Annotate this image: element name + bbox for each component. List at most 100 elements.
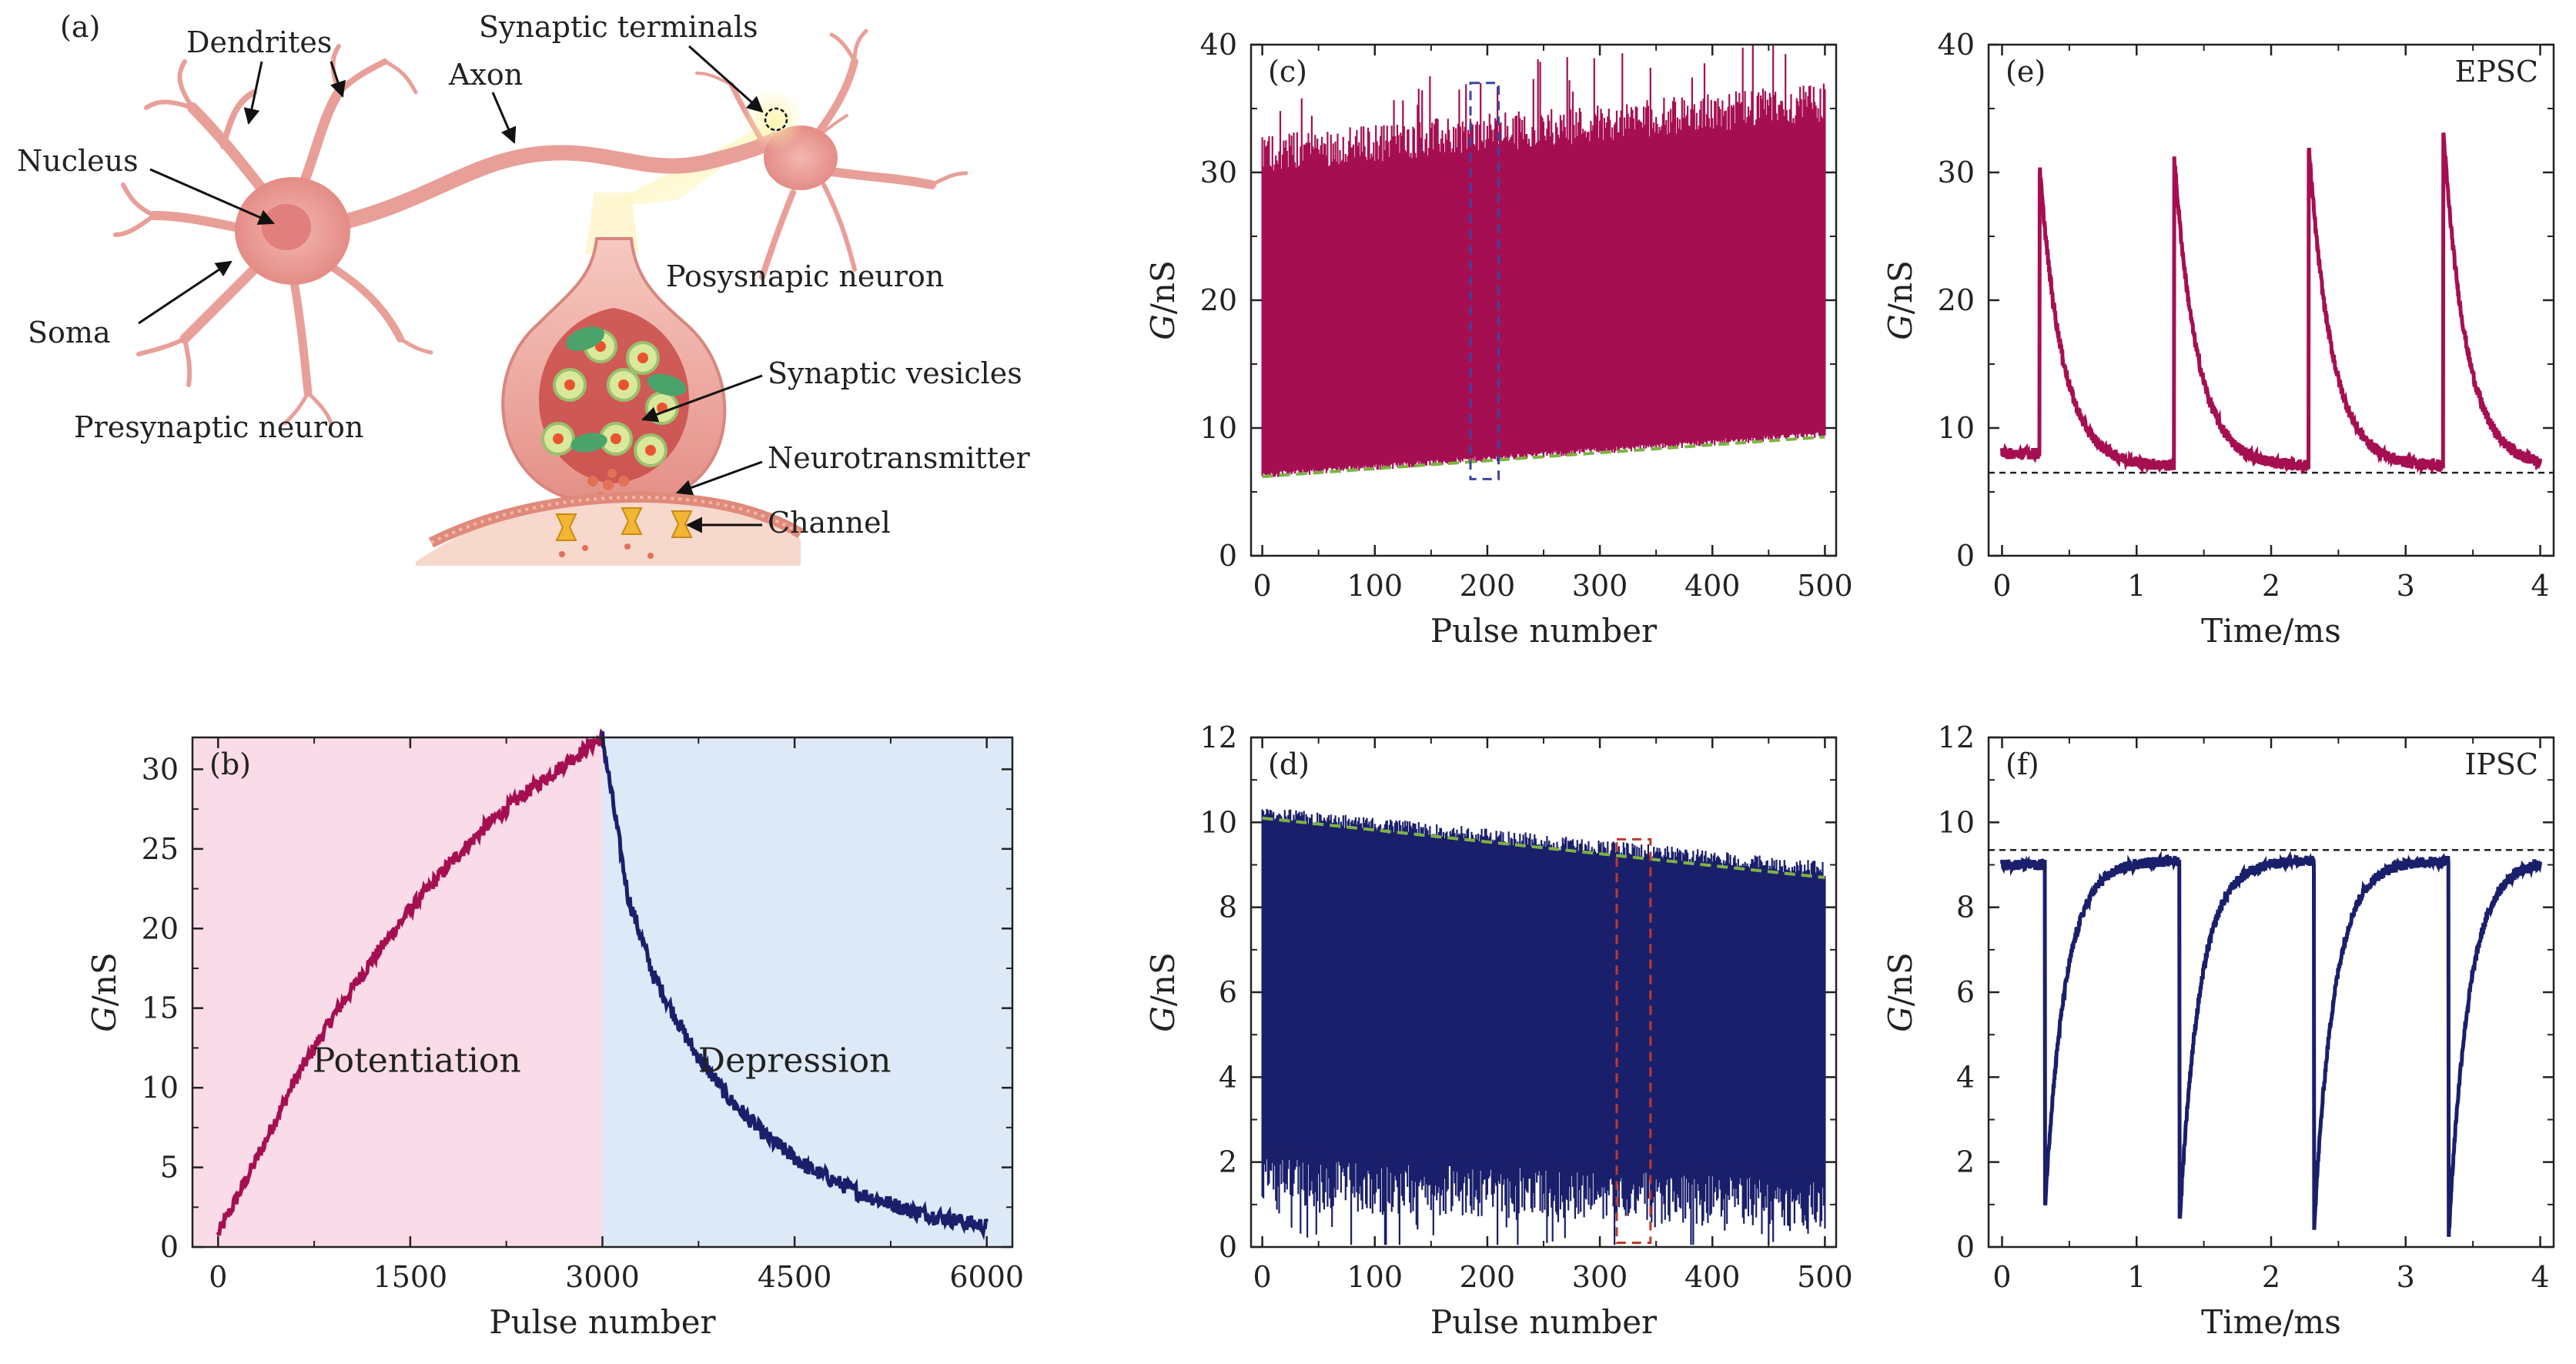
c-xtick-label-0: 0 bbox=[1253, 569, 1272, 603]
c-ytick-label-0: 0 bbox=[1219, 539, 1237, 573]
e-xtick-label-0: 0 bbox=[1992, 569, 2011, 603]
panel-b-ylabel: G/nS bbox=[85, 952, 123, 1032]
d-xtick-label-1: 100 bbox=[1347, 1260, 1403, 1294]
depression-line bbox=[601, 731, 989, 1241]
panel-d-ylabel-var: G bbox=[1144, 1006, 1182, 1032]
e-ytick-label-4: 40 bbox=[1938, 28, 1975, 62]
f-ytick-label-2: 4 bbox=[1956, 1060, 1975, 1094]
c-xtick-label-2: 200 bbox=[1460, 569, 1516, 603]
panel-e-annotation: EPSC bbox=[2455, 55, 2538, 89]
e-ytick-label-3: 30 bbox=[1938, 155, 1975, 189]
e-xtick-label-1: 1 bbox=[2127, 569, 2146, 603]
b-ytick-label-4: 20 bbox=[142, 911, 179, 945]
panel-e-frame bbox=[1987, 43, 2555, 557]
panel-f-annotation: IPSC bbox=[2464, 747, 2538, 781]
terminal-glow bbox=[743, 89, 805, 150]
panel-e-ylabel: G/nS bbox=[1882, 260, 1919, 340]
membrane-lipids bbox=[430, 495, 802, 544]
d-xtick-label-5: 500 bbox=[1797, 1260, 1853, 1294]
nucleus bbox=[262, 204, 311, 250]
panel-d-pulse-band bbox=[1261, 808, 1826, 1245]
panel-c-label: (c) bbox=[1268, 55, 1307, 89]
axon bbox=[331, 131, 785, 231]
panel-c-chart: 0 100 200 300 400 500 0 10 20 30 40 (c) Pulse numb… bbox=[1144, 28, 1853, 650]
panel-d-label: (d) bbox=[1268, 747, 1310, 781]
panel-f-label: (f) bbox=[2006, 747, 2039, 781]
panel-e-ylabel-unit: /nS bbox=[1882, 260, 1919, 314]
b-ytick-label-1: 5 bbox=[160, 1151, 179, 1185]
d-xtick-label-4: 400 bbox=[1684, 1260, 1741, 1294]
b-ytick-label-6: 30 bbox=[142, 752, 179, 786]
f-ytick-label-5: 10 bbox=[1938, 805, 1975, 839]
b-xtick-label-0: 0 bbox=[209, 1260, 227, 1294]
label-nucleus: Nucleus bbox=[17, 144, 139, 178]
panel-c-pulse-band bbox=[1261, 44, 1826, 478]
label-axon: Axon bbox=[448, 58, 523, 92]
d-xtick-label-2: 200 bbox=[1460, 1260, 1516, 1294]
panel-b-ylabel-var: G bbox=[85, 1006, 123, 1032]
f-ytick-label-4: 8 bbox=[1956, 891, 1975, 924]
c-ytick-label-4: 40 bbox=[1200, 28, 1237, 62]
panel-c-baseline-fit bbox=[1262, 435, 1825, 479]
f-ytick-label-3: 6 bbox=[1956, 975, 1975, 1009]
c-xtick-label-1: 100 bbox=[1347, 569, 1403, 603]
panel-d-baseline-fit bbox=[1262, 816, 1825, 880]
panel-c-xlabel: Pulse number bbox=[1430, 612, 1658, 650]
b-ytick-label-3: 15 bbox=[142, 991, 179, 1025]
e-xtick-label-3: 3 bbox=[2397, 569, 2415, 603]
panel-f-xlabel: Time/ms bbox=[2201, 1303, 2341, 1341]
panel-d-ticks: 0 100 200 300 400 500 0 2 4 6 8 10 12 bbox=[1200, 720, 1853, 1294]
panel-b-chart: Potentiation Depression 0 1500 3000 4500 600… bbox=[85, 728, 1024, 1341]
b-xtick-label-3: 4500 bbox=[758, 1260, 832, 1294]
panel-c-ylabel: G/nS bbox=[1144, 260, 1182, 340]
panel-f-ylabel: G/nS bbox=[1882, 952, 1919, 1032]
label-soma: Soma bbox=[28, 316, 111, 349]
c-ytick-label-3: 30 bbox=[1200, 155, 1237, 189]
c-xtick-label-3: 300 bbox=[1572, 569, 1628, 603]
b-xtick-label-2: 3000 bbox=[565, 1260, 640, 1294]
b-ytick-label-5: 25 bbox=[142, 832, 179, 866]
panel-a-label: (a) bbox=[60, 10, 100, 44]
panel-d-highlight-box bbox=[1615, 837, 1652, 1244]
f-xtick-label-3: 3 bbox=[2397, 1260, 2415, 1294]
panel-c-ylabel-unit: /nS bbox=[1144, 260, 1182, 314]
label-neurotransmitter: Neurotransmitter bbox=[768, 441, 1031, 475]
c-ytick-label-2: 20 bbox=[1200, 283, 1237, 317]
potentiation-line bbox=[216, 728, 604, 1236]
panel-a-illustration: (a) Dendrites Synaptic terminals Axon Nu… bbox=[17, 10, 1031, 566]
label-channel: Channel bbox=[768, 506, 891, 540]
terminal-circle bbox=[764, 107, 788, 132]
panel-e-epsc-trace bbox=[2000, 132, 2542, 476]
b-ytick-label-2: 10 bbox=[142, 1071, 179, 1105]
f-ytick-label-6: 12 bbox=[1938, 720, 1975, 754]
d-ytick-label-2: 4 bbox=[1219, 1060, 1237, 1094]
synaptic-vesicles-group bbox=[541, 326, 687, 467]
panel-b-xlabel: Pulse number bbox=[489, 1303, 716, 1341]
potentiation-region-label: Potentiation bbox=[313, 1041, 521, 1080]
panel-f-ylabel-var: G bbox=[1882, 1006, 1919, 1032]
f-ytick-label-1: 2 bbox=[1956, 1145, 1975, 1179]
c-xtick-label-4: 400 bbox=[1684, 569, 1741, 603]
label-synaptic-vesicles: Synaptic vesicles bbox=[768, 356, 1022, 390]
b-ytick-label-0: 0 bbox=[160, 1230, 179, 1264]
c-ytick-label-1: 10 bbox=[1200, 411, 1237, 445]
b-xtick-label-1: 1500 bbox=[373, 1260, 448, 1294]
panel-c-ylabel-var: G bbox=[1144, 314, 1182, 340]
panel-c-ticks: 0 100 200 300 400 500 0 10 20 30 40 bbox=[1200, 28, 1853, 603]
d-ytick-label-4: 8 bbox=[1219, 891, 1237, 924]
e-xtick-label-4: 4 bbox=[2531, 569, 2549, 603]
extracellular-dots bbox=[559, 543, 654, 559]
panel-e-label: (e) bbox=[2006, 55, 2046, 89]
postsynaptic-membrane bbox=[416, 498, 801, 566]
d-xtick-label-0: 0 bbox=[1253, 1260, 1272, 1294]
d-pulse-core bbox=[1262, 822, 1825, 1171]
d-ytick-label-1: 2 bbox=[1219, 1145, 1237, 1179]
depression-region-label: Depression bbox=[698, 1041, 892, 1080]
d-ytick-label-6: 12 bbox=[1200, 720, 1237, 754]
label-posysnapic-neuron: Posysnapic neuron bbox=[666, 259, 944, 293]
presynaptic-dendrites bbox=[113, 44, 433, 426]
